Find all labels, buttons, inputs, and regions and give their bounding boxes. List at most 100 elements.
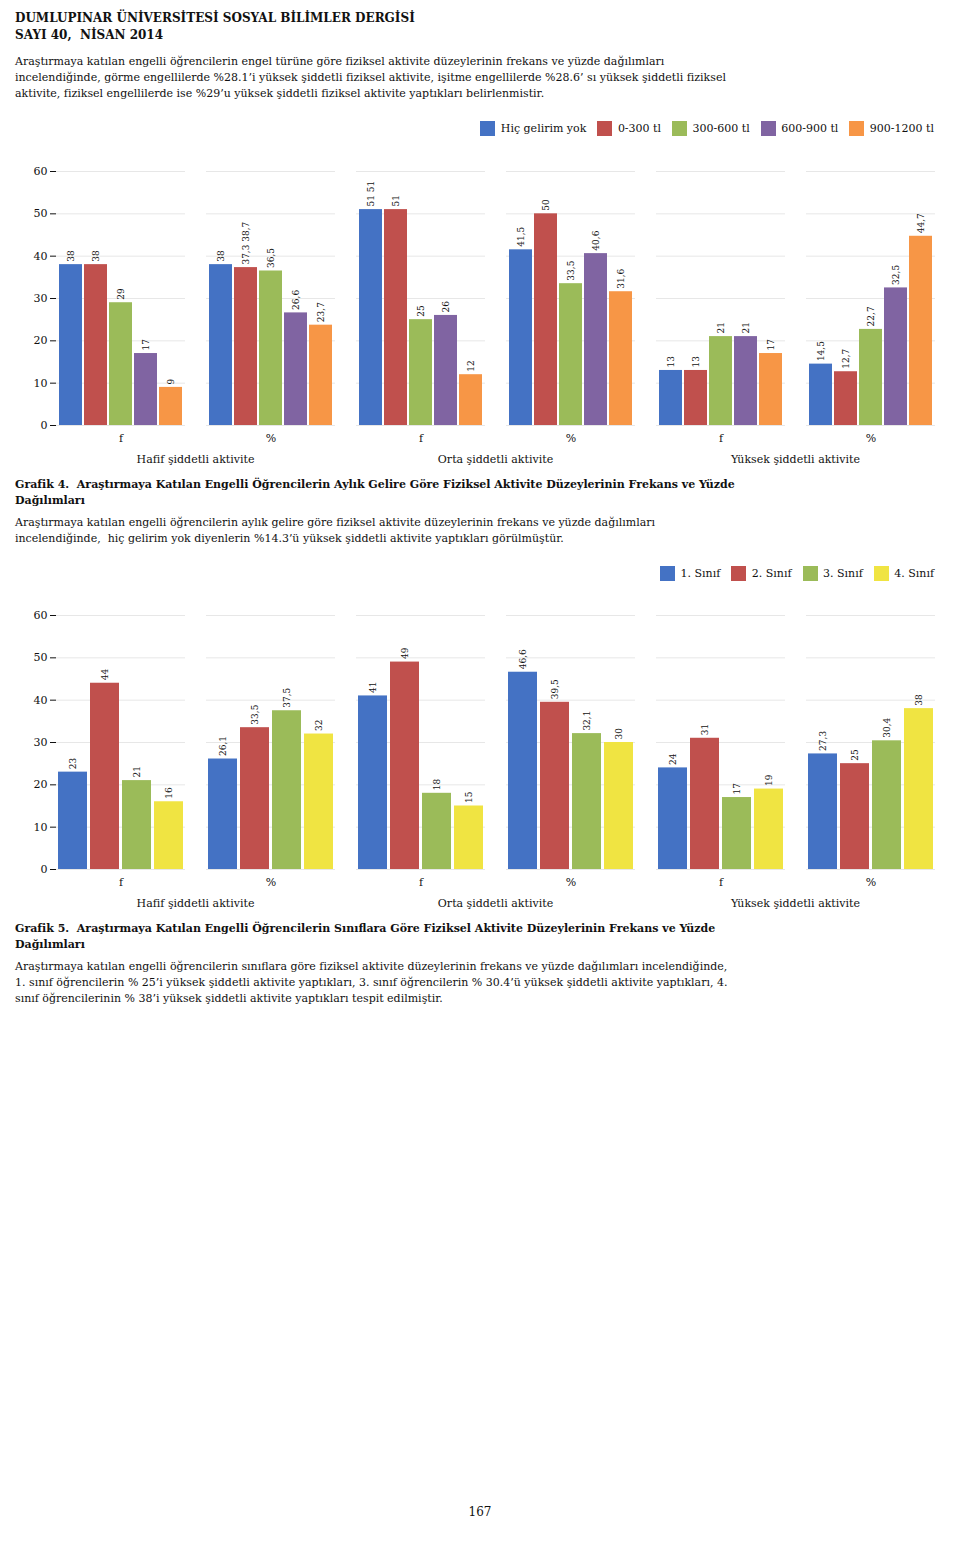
svg-text:37,5: 37,5 <box>282 687 292 707</box>
svg-text:f: f <box>719 432 724 445</box>
svg-text:%: % <box>866 432 876 445</box>
html-text:Hiç gelirim yok: Hiç gelirim yok <box>500 122 587 135</box>
svg-text:0: 0 <box>41 419 48 432</box>
svg-text:%: % <box>566 876 576 889</box>
html-text:167: 167 <box>468 1505 492 1519</box>
html-text:Orta şiddetli aktivite: Orta şiddetli aktivite <box>437 452 554 466</box>
svg-text:24: 24 <box>668 753 678 765</box>
html-text:Hafif şiddetli aktivite: Hafif şiddetli aktivite <box>136 452 255 466</box>
html-text:3. Sınıf: 3. Sınıf <box>823 566 863 580</box>
svg-text:13: 13 <box>666 355 676 367</box>
svg-text:25: 25 <box>416 304 426 316</box>
svg-text:40: 40 <box>34 249 48 262</box>
html-text:0-300 tl: 0-300 tl <box>617 122 661 135</box>
svg-text:32,5: 32,5 <box>891 264 901 284</box>
svg-text:%: % <box>266 432 276 445</box>
svg-text:33,5: 33,5 <box>566 260 576 280</box>
html-text:DUMLUPINAR ÜNİVERSİTESİ SOSYAL: DUMLUPINAR ÜNİVERSİTESİ SOSYAL BİLİMLER … <box>15 11 415 25</box>
svg-text:46,6: 46,6 <box>518 649 528 669</box>
svg-text:12: 12 <box>466 360 476 371</box>
svg-text:12,7: 12,7 <box>841 348 851 368</box>
svg-text:25: 25 <box>850 749 860 761</box>
svg-text:18: 18 <box>432 779 442 791</box>
svg-text:33,5: 33,5 <box>250 704 260 724</box>
svg-text:0: 0 <box>41 863 48 876</box>
svg-text:%: % <box>866 876 876 889</box>
svg-text:41,5: 41,5 <box>516 226 526 246</box>
svg-text:22,7: 22,7 <box>866 306 876 326</box>
svg-text:%: % <box>566 432 576 445</box>
svg-text:50: 50 <box>541 199 551 211</box>
svg-text:27,3: 27,3 <box>818 731 828 751</box>
svg-text:f: f <box>419 432 424 445</box>
svg-text:60: 60 <box>34 165 48 178</box>
html-text:SAYI 40, NİSAN 2014: SAYI 40, NİSAN 2014 <box>15 28 164 42</box>
svg-text:50: 50 <box>34 207 48 220</box>
svg-text:10: 10 <box>34 376 48 389</box>
svg-text:49: 49 <box>400 647 410 659</box>
svg-text:f: f <box>119 432 124 445</box>
svg-text:51 51: 51 51 <box>366 180 376 206</box>
svg-text:20: 20 <box>34 334 48 347</box>
svg-text:26: 26 <box>441 300 451 312</box>
svg-text:17: 17 <box>141 338 151 350</box>
svg-text:44,7: 44,7 <box>916 212 926 232</box>
svg-text:10: 10 <box>34 821 48 834</box>
svg-text:23: 23 <box>68 757 78 769</box>
svg-text:13: 13 <box>691 355 701 367</box>
html-text:Grafik 5. Araştırmaya Katılan: Grafik 5. Araştırmaya Katılan Engelli Öğ… <box>15 922 716 951</box>
svg-text:23,7: 23,7 <box>316 301 326 321</box>
svg-text:50: 50 <box>34 651 48 664</box>
html-text:Araştırmaya katılan engelli öğ: Araştırmaya katılan engelli öğrencilerin… <box>15 515 655 529</box>
svg-text:31,6: 31,6 <box>616 268 626 288</box>
html-text:aktivite, fiziksel engellilerd: aktivite, fiziksel engellilerde ise %29’… <box>15 87 545 100</box>
svg-text:26,1: 26,1 <box>218 736 228 756</box>
svg-text:17: 17 <box>732 783 742 795</box>
svg-text:20: 20 <box>34 778 48 791</box>
svg-text:19: 19 <box>764 774 774 786</box>
svg-text:36,5: 36,5 <box>266 247 276 267</box>
svg-text:32: 32 <box>314 720 324 731</box>
svg-text:37,3 38,7: 37,3 38,7 <box>241 221 251 264</box>
html-text:4. Sınıf: 4. Sınıf <box>894 566 934 580</box>
svg-text:30: 30 <box>34 736 48 749</box>
svg-text:40,6: 40,6 <box>591 230 601 250</box>
svg-text:21: 21 <box>132 766 142 777</box>
html-text:Yüksek şiddetli aktivite: Yüksek şiddetli aktivite <box>731 452 860 466</box>
svg-text:21: 21 <box>741 322 751 333</box>
svg-text:15: 15 <box>464 791 474 803</box>
html-text:2. Sınıf: 2. Sınıf <box>751 566 792 580</box>
svg-text:51: 51 <box>391 195 401 206</box>
svg-text:16: 16 <box>164 787 174 799</box>
svg-text:29: 29 <box>116 288 126 300</box>
svg-text:9: 9 <box>166 378 176 384</box>
html-text:incelendiğinde, görme engellil: incelendiğinde, görme engellilerde %28.1… <box>15 71 726 84</box>
svg-text:32,1: 32,1 <box>582 711 592 731</box>
svg-text:39,5: 39,5 <box>550 679 560 699</box>
svg-text:%: % <box>266 876 276 889</box>
svg-text:26,6: 26,6 <box>291 289 301 309</box>
svg-text:38: 38 <box>91 249 101 261</box>
svg-text:17: 17 <box>766 338 776 350</box>
svg-text:38: 38 <box>216 249 226 261</box>
svg-text:f: f <box>419 876 424 889</box>
html-text:incelendiğinde, hiç gelirim yo: incelendiğinde, hiç gelirim yok diyenler… <box>15 531 564 545</box>
svg-text:40: 40 <box>34 694 48 707</box>
svg-text:41: 41 <box>368 681 378 692</box>
svg-text:f: f <box>719 876 724 889</box>
html-text:Grafik 4. Araştırmaya Katılan: Grafik 4. Araştırmaya Katılan Engelli Öğ… <box>15 477 735 507</box>
html-text:Araştırmaya katılan engelli öğ: Araştırmaya katılan engelli öğrencilerin… <box>15 55 665 68</box>
svg-text:14,5: 14,5 <box>816 340 826 360</box>
svg-text:f: f <box>119 876 124 889</box>
svg-text:38: 38 <box>66 249 76 261</box>
svg-text:30: 30 <box>34 292 48 305</box>
svg-text:30,4: 30,4 <box>882 717 892 737</box>
html-text:300-600 tl: 300-600 tl <box>692 122 750 135</box>
svg-text:30: 30 <box>614 728 624 740</box>
svg-text:60: 60 <box>34 609 48 622</box>
html-text:1. Sınıf: 1. Sınıf <box>680 566 721 580</box>
svg-text:38: 38 <box>914 694 924 706</box>
svg-text:21: 21 <box>716 322 726 333</box>
svg-text:44: 44 <box>100 669 110 681</box>
svg-text:31: 31 <box>700 724 710 735</box>
